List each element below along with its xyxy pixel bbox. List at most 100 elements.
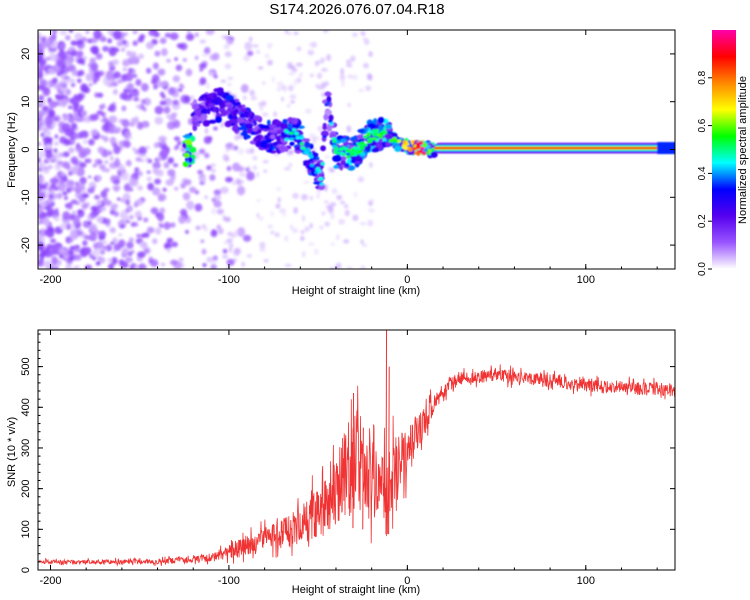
speckle-blob [68,238,74,243]
speckle-blob [264,53,270,59]
speckle-blob [318,225,324,230]
speckle-blob [271,76,276,83]
speckle-blob [51,30,58,35]
ridge-blob [242,130,248,136]
speckle-blob [80,110,88,117]
ridge-blob [259,142,267,148]
speckle-blob [233,230,240,237]
speckle-blob [309,222,313,229]
speckle-blob [121,119,130,128]
speckle-blob [259,241,266,249]
ridge-core [379,132,384,136]
speckle-blob [252,165,257,171]
speckle-blob [166,58,172,63]
speckle-blob [138,146,147,155]
speckle-blob [127,68,134,73]
speckle-blob [163,242,172,250]
speckle-blob [102,240,108,244]
speckle-blob [166,247,171,253]
speckle-blob [98,230,107,239]
speckle-blob [108,263,115,269]
speckle-blob [128,122,136,127]
speckle-blob [331,188,338,195]
speckle-blob [153,84,158,90]
speckle-blob [142,232,150,238]
speckle-blob [109,227,116,234]
speckle-blob [347,74,354,79]
colorbar: 0.0 0.2 0.4 0.6 0.8 Normalized spectral ampl… [697,30,749,276]
speckle-blob [267,224,273,229]
speckle-blob [132,30,138,35]
speckle-blob [107,257,113,263]
speckle-blob [125,159,132,167]
speckle-blob [244,41,253,51]
ridge-blob [279,123,288,130]
speckle-blob [96,175,102,182]
speckle-blob [58,50,66,59]
speckle-blob [293,78,298,86]
speckle-blob [308,41,314,48]
ridge-blob [184,139,193,145]
speckle-blob [121,247,130,257]
speckle-blob [145,41,155,50]
speckle-blob [287,31,292,36]
speckle-blob [102,45,109,52]
speckle-blob [350,55,356,62]
speckle-blob [220,34,228,40]
speckle-blob [183,95,191,103]
speckle-blob [113,145,121,155]
ridge-core [304,151,309,155]
speckle-blob [95,53,103,60]
speckle-blob [133,171,139,177]
x-tick-label: -100 [218,274,240,286]
speckle-blob [289,224,294,230]
speckle-blob [126,50,133,57]
speckle-blob [85,30,90,35]
speckle-blob [129,188,134,192]
speckle-blob [199,68,204,72]
speckle-blob [259,247,266,252]
speckle-blob [301,251,306,258]
speckle-blob [137,185,143,191]
speckle-blob [298,72,303,78]
speckle-blob [44,56,50,62]
speckle-blob [360,239,364,245]
speckle-blob [118,239,126,248]
speckle-blob [88,223,98,232]
speckle-blob [71,165,79,175]
speckle-blob [270,210,274,217]
speckle-blob [122,39,128,45]
ridge-blob [312,152,319,158]
speckle-blob [226,165,232,172]
speckle-blob [88,113,98,122]
snr-x-label: Height of straight line (km) [292,584,420,596]
speckle-blob [287,84,294,92]
ridge-blob [191,103,200,110]
speckle-blob [121,105,127,112]
speckle-blob [358,88,364,93]
speckle-blob [292,192,300,199]
ridge-blob [333,155,342,162]
speckle-blob [107,150,113,156]
speckle-blob [168,87,176,96]
speckle-blob [204,127,209,135]
speckle-blob [63,195,68,201]
speckle-blob [38,99,46,106]
speckle-blob [226,238,233,244]
speckle-blob [100,104,106,109]
speckle-blob [156,80,162,88]
colorbar-ticks: 0.0 0.2 0.4 0.6 0.8 [697,70,712,276]
speckle-blob [216,228,223,232]
speckle-blob [340,200,346,205]
snr-x-ticks: -200 -100 0 100 [39,330,658,587]
speckle-blob [40,238,46,242]
speckle-blob [228,243,234,248]
speckle-blob [61,83,68,88]
speckle-blob [77,183,85,190]
speckle-blob [103,117,108,121]
speckle-blob [273,153,280,157]
speckle-blob [210,259,218,264]
speckle-blob [167,169,176,177]
speckle-blob [336,234,340,241]
speckle-blob [38,32,42,38]
